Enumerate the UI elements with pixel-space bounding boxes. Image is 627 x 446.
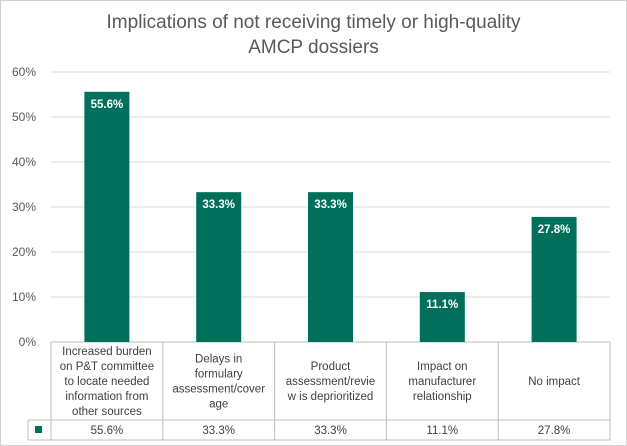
bar xyxy=(308,192,353,342)
y-tick-label: 0% xyxy=(19,335,37,349)
bar xyxy=(84,91,130,342)
chart-title-line-2: AMCP dossiers xyxy=(248,37,379,58)
chart-title: Implications of not receiving timely or … xyxy=(0,10,627,60)
table-value: 27.8% xyxy=(538,425,571,437)
x-category-label-line: Product xyxy=(311,361,351,373)
y-tick-label: 40% xyxy=(12,155,36,169)
table-value: 33.3% xyxy=(202,425,235,437)
data-label: 11.1% xyxy=(426,299,458,311)
chart-title-line-1: Implications of not receiving timely or … xyxy=(106,12,521,33)
x-category-label-line: No impact xyxy=(528,376,581,388)
table-value: 33.3% xyxy=(314,425,347,437)
data-label: 33.3% xyxy=(314,199,347,211)
bar xyxy=(531,216,577,342)
x-category-label-line: to locate needed xyxy=(64,376,149,388)
y-tick-label: 60% xyxy=(12,65,36,79)
x-category-label-line: other sources xyxy=(72,406,142,418)
x-category-label-line: assessment/revie xyxy=(286,376,375,388)
x-category-label-line: Increased burden xyxy=(62,346,152,358)
x-category-label-line: relationship xyxy=(413,391,472,403)
table-value: 11.1% xyxy=(426,425,458,437)
y-tick-label: 50% xyxy=(12,110,36,124)
x-category-label-line: w is deprioritized xyxy=(287,391,374,403)
data-label: 27.8% xyxy=(538,224,571,236)
data-label: 33.3% xyxy=(202,199,235,211)
x-category-label-line: Delays in xyxy=(195,354,242,366)
y-tick-label: 20% xyxy=(12,245,36,259)
y-tick-label: 30% xyxy=(12,200,36,214)
x-category-label-line: formulary xyxy=(195,369,243,381)
x-category-label-line: Impact on xyxy=(417,361,468,373)
x-category-label-line: on P&T committee xyxy=(60,361,154,373)
x-category-label-line: information from xyxy=(65,391,148,403)
legend-key xyxy=(35,426,42,433)
bar xyxy=(419,292,465,342)
y-tick-label: 10% xyxy=(12,290,36,304)
x-category-label-line: assessment/cover xyxy=(172,384,265,396)
x-category-label-line: age xyxy=(209,399,228,411)
data-label: 55.6% xyxy=(91,99,124,111)
x-category-label-line: manufacturer xyxy=(408,376,476,388)
table-value: 55.6% xyxy=(91,425,124,437)
bar xyxy=(196,192,242,342)
